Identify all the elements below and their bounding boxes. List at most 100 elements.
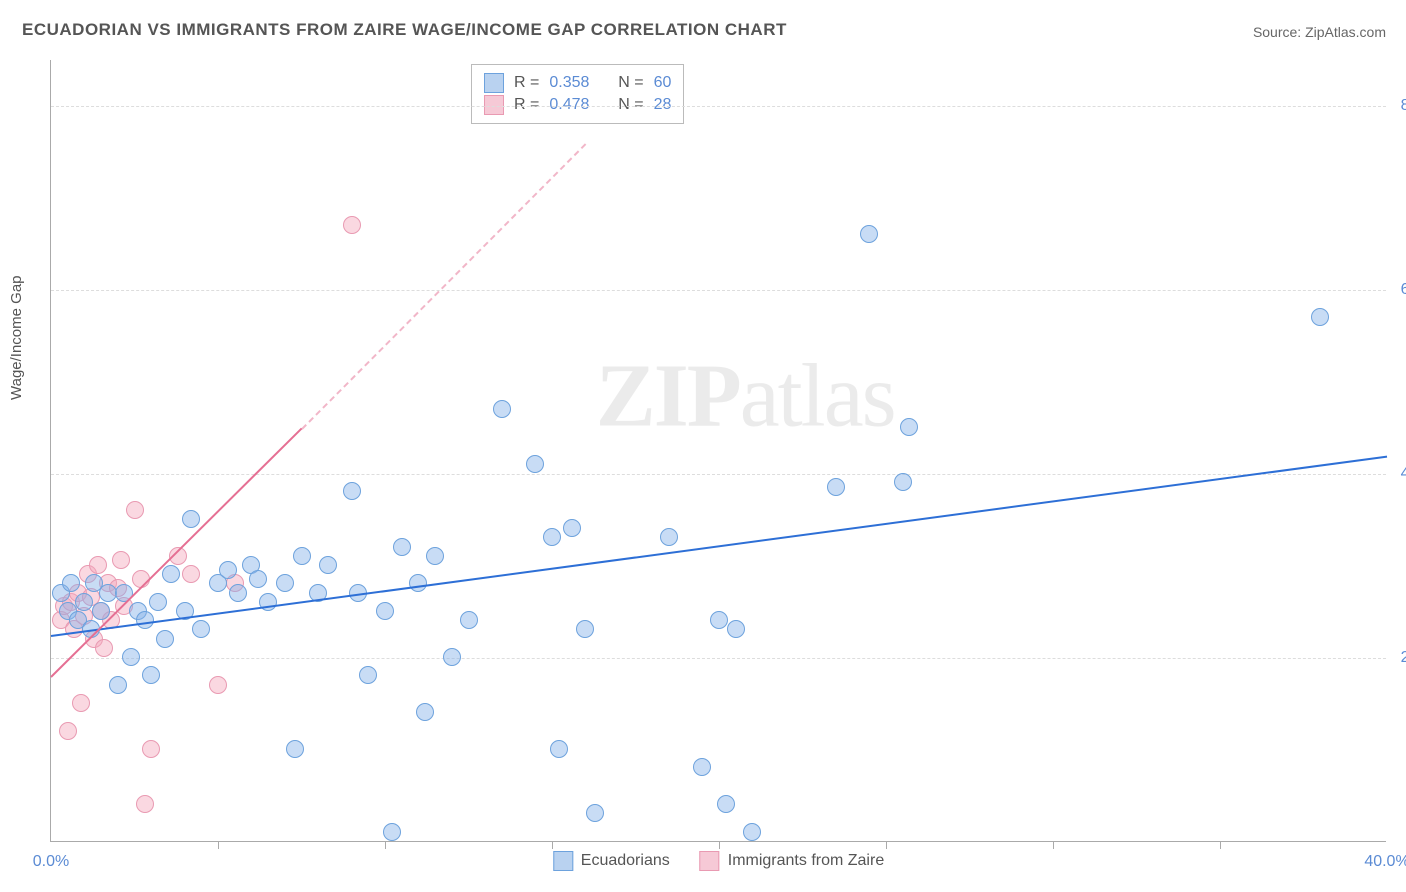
gridline-h <box>51 106 1386 107</box>
x-minor-tick <box>552 841 553 849</box>
y-axis-label: Wage/Income Gap <box>8 275 25 400</box>
gridline-h <box>51 474 1386 475</box>
blue-point <box>109 676 127 694</box>
blue-point <box>460 611 478 629</box>
pink-point <box>182 565 200 583</box>
pink-point <box>59 722 77 740</box>
stats-row-blue: R = 0.358 N = 60 <box>484 73 671 93</box>
legend-label-pink: Immigrants from Zaire <box>728 852 884 870</box>
legend-item-pink: Immigrants from Zaire <box>700 851 884 871</box>
stats-row-pink: R = 0.478 N = 28 <box>484 95 671 115</box>
stats-legend-box: R = 0.358 N = 60 R = 0.478 N = 28 <box>471 64 684 124</box>
r-label: R = <box>514 74 539 92</box>
blue-point <box>383 823 401 841</box>
blue-point <box>293 547 311 565</box>
n-label: N = <box>618 74 643 92</box>
blue-point <box>156 630 174 648</box>
x-minor-tick <box>1053 841 1054 849</box>
y-tick-label: 80.0% <box>1401 97 1406 115</box>
blue-point <box>219 561 237 579</box>
bottom-legend: Ecuadorians Immigrants from Zaire <box>553 851 884 871</box>
blue-point <box>286 740 304 758</box>
gridline-h <box>51 290 1386 291</box>
blue-point <box>192 620 210 638</box>
pink-point <box>343 216 361 234</box>
swatch-pink <box>700 851 720 871</box>
blue-point <box>543 528 561 546</box>
pink-point <box>72 694 90 712</box>
blue-point <box>62 574 80 592</box>
blue-point <box>99 584 117 602</box>
blue-point <box>229 584 247 602</box>
x-minor-tick <box>1220 841 1221 849</box>
blue-point <box>526 455 544 473</box>
y-tick-label: 40.0% <box>1401 465 1406 483</box>
blue-point <box>75 593 93 611</box>
r-label: R = <box>514 96 539 114</box>
blue-point <box>743 823 761 841</box>
blue-point <box>376 602 394 620</box>
r-value-pink: 0.478 <box>549 96 589 114</box>
blue-point <box>249 570 267 588</box>
blue-point <box>393 538 411 556</box>
legend-label-blue: Ecuadorians <box>581 852 670 870</box>
blue-point <box>136 611 154 629</box>
watermark-bold: ZIP <box>596 346 740 445</box>
y-tick-label: 60.0% <box>1401 281 1406 299</box>
n-value-blue: 60 <box>654 74 672 92</box>
r-value-blue: 0.358 <box>549 74 589 92</box>
chart-title: ECUADORIAN VS IMMIGRANTS FROM ZAIRE WAGE… <box>22 20 787 40</box>
pink-point <box>126 501 144 519</box>
x-minor-tick <box>218 841 219 849</box>
trendline <box>51 456 1387 637</box>
pink-point <box>95 639 113 657</box>
swatch-blue <box>553 851 573 871</box>
blue-point <box>276 574 294 592</box>
blue-point <box>343 482 361 500</box>
trendline-dashed <box>301 143 586 430</box>
blue-point <box>586 804 604 822</box>
blue-point <box>1311 308 1329 326</box>
blue-point <box>443 648 461 666</box>
legend-item-blue: Ecuadorians <box>553 851 670 871</box>
chart-plot-area: ZIPatlas R = 0.358 N = 60 R = 0.478 N = … <box>50 60 1386 842</box>
blue-point <box>710 611 728 629</box>
blue-point <box>493 400 511 418</box>
blue-point <box>182 510 200 528</box>
blue-point <box>359 666 377 684</box>
blue-point <box>149 593 167 611</box>
x-minor-tick <box>385 841 386 849</box>
blue-point <box>717 795 735 813</box>
blue-point <box>92 602 110 620</box>
gridline-h <box>51 658 1386 659</box>
blue-point <box>122 648 140 666</box>
blue-point <box>409 574 427 592</box>
blue-point <box>416 703 434 721</box>
pink-point <box>136 795 154 813</box>
blue-point <box>900 418 918 436</box>
pink-point <box>89 556 107 574</box>
blue-point <box>142 666 160 684</box>
watermark-light: atlas <box>740 346 895 445</box>
n-label: N = <box>618 96 643 114</box>
blue-point <box>860 225 878 243</box>
x-tick-label: 40.0% <box>1364 853 1406 871</box>
swatch-blue <box>484 73 504 93</box>
blue-point <box>550 740 568 758</box>
x-tick-label: 0.0% <box>33 853 69 871</box>
blue-point <box>894 473 912 491</box>
blue-point <box>727 620 745 638</box>
blue-point <box>319 556 337 574</box>
source-label: Source: ZipAtlas.com <box>1253 24 1386 40</box>
blue-point <box>660 528 678 546</box>
pink-point <box>142 740 160 758</box>
n-value-pink: 28 <box>654 96 672 114</box>
blue-point <box>576 620 594 638</box>
trendline <box>50 428 302 678</box>
blue-point <box>426 547 444 565</box>
blue-point <box>693 758 711 776</box>
blue-point <box>563 519 581 537</box>
blue-point <box>162 565 180 583</box>
x-minor-tick <box>719 841 720 849</box>
blue-point <box>827 478 845 496</box>
